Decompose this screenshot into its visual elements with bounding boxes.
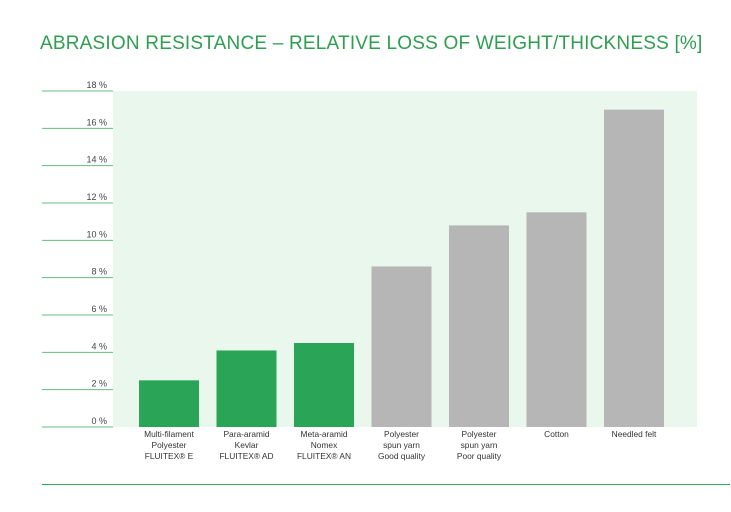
x-category-label-line: Kevlar — [235, 440, 259, 450]
x-category-label: Multi-filament Polyester FLUITEX® E — [144, 429, 194, 461]
x-category-label: Polyester spun yarn Poor quality — [457, 429, 502, 461]
bar — [294, 343, 354, 427]
x-category-label-line: Polyester — [462, 429, 497, 439]
x-category-label-line: Poor quality — [457, 451, 502, 461]
x-category-label-line: Meta-aramid — [300, 429, 347, 439]
x-category-label-line: FLUITEX® E — [145, 451, 194, 461]
y-tick-label: 14 % — [86, 155, 107, 165]
x-category-label-line: Good quality — [378, 451, 426, 461]
bar — [216, 350, 277, 427]
bar — [371, 266, 432, 427]
y-tick-label: 12 % — [86, 192, 107, 202]
y-tick-label: 2 % — [91, 379, 107, 389]
bar — [449, 225, 509, 427]
x-category-label-line: Cotton — [544, 429, 569, 439]
y-tick-label: 8 % — [91, 267, 107, 277]
chart-title: ABRASION RESISTANCE – RELATIVE LOSS OF W… — [40, 33, 703, 54]
bar — [526, 212, 587, 427]
x-category-label: Polyester spun yarn Good quality — [378, 429, 426, 461]
x-category-label-line: Multi-filament — [144, 429, 194, 439]
x-category-label: Cotton — [544, 429, 569, 439]
x-category-label: Needled felt — [612, 429, 657, 439]
x-axis-category-labels: Multi-filament Polyester FLUITEX® EPara-ar… — [144, 429, 657, 461]
x-category-label-line: Polyester — [152, 440, 187, 450]
bottom-divider — [42, 484, 730, 485]
x-category-label-line: Polyester — [384, 429, 419, 439]
gridlines — [42, 90, 113, 428]
y-tick-label: 10 % — [86, 229, 107, 239]
bars — [139, 109, 664, 428]
y-tick-label: 4 % — [91, 341, 107, 351]
x-category-label-line: FLUITEX® AD — [219, 451, 273, 461]
y-tick-label: 0 % — [91, 416, 107, 426]
y-tick-label: 6 % — [91, 304, 107, 314]
x-category-label: Para-aramid Kevlar FLUITEX® AD — [219, 429, 273, 461]
x-category-label-line: spun yarn — [383, 440, 420, 450]
y-tick-label: 16 % — [86, 117, 107, 127]
x-category-label-line: spun yarn — [461, 440, 498, 450]
x-category-label-line: FLUITEX® AN — [297, 451, 351, 461]
x-category-label-line: Para-aramid — [223, 429, 269, 439]
bar — [604, 109, 664, 428]
bar — [139, 380, 199, 427]
x-category-label-line: Nomex — [311, 440, 338, 450]
y-tick-label: 18 % — [86, 80, 107, 90]
x-category-label: Meta-aramid Nomex FLUITEX® AN — [297, 429, 351, 461]
x-category-label-line: Needled felt — [612, 429, 657, 439]
y-axis-tick-labels: 0 % 2 % 4 % 6 % 8 % 10 % 12 % 14 % 16 % 18 % — [86, 80, 107, 426]
